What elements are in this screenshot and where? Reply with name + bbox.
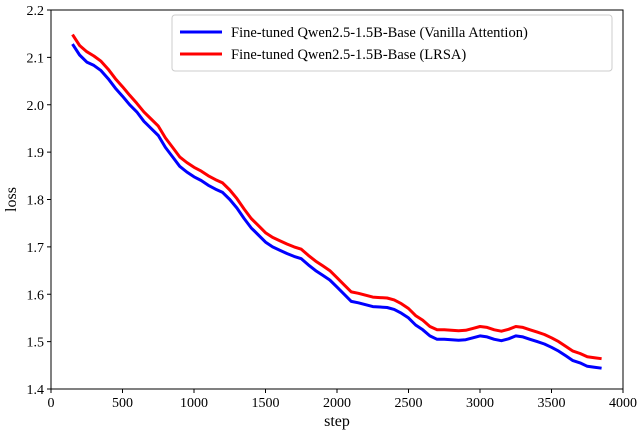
series-line-0 xyxy=(71,43,602,370)
y-tick-label: 1.4 xyxy=(27,383,45,398)
x-tick-label: 1000 xyxy=(180,396,208,411)
x-tick-label: 500 xyxy=(112,396,133,411)
x-tick-label: 3500 xyxy=(538,396,566,411)
x-tick-label: 1500 xyxy=(252,396,280,411)
ticks-layer: 0 500 1000 1500 2000 2500 3000 3500 4000 1.4 1.5 1.… xyxy=(27,4,638,411)
y-tick-label: 2.2 xyxy=(27,4,45,19)
legend-label-vanilla: Fine-tuned Qwen2.5-1.5B-Base (Vanilla At… xyxy=(231,25,528,41)
y-tick-label: 2.1 xyxy=(27,51,45,66)
legend-box xyxy=(171,14,613,72)
x-tick-label: 2500 xyxy=(395,396,423,411)
x-tick-label: 2000 xyxy=(323,396,351,411)
y-tick-label: 1.5 xyxy=(27,336,45,351)
legend-label-lrsa: Fine-tuned Qwen2.5-1.5B-Base (LRSA) xyxy=(231,47,466,63)
legend: Fine-tuned Qwen2.5-1.5B-Base (Vanilla At… xyxy=(171,14,613,72)
x-axis-label: step xyxy=(324,413,350,430)
y-tick-label: 2.0 xyxy=(27,99,45,114)
y-tick-label: 1.8 xyxy=(27,194,45,209)
x-tick-label: 4000 xyxy=(609,396,637,411)
series-layer xyxy=(71,33,602,370)
y-tick-label: 1.6 xyxy=(27,288,45,303)
y-axis-label: loss xyxy=(3,187,20,212)
series-line-1 xyxy=(71,33,602,361)
x-tick-label: 0 xyxy=(48,396,55,411)
y-tick-label: 1.9 xyxy=(27,146,45,161)
x-tick-label: 3000 xyxy=(466,396,494,411)
y-tick-label: 1.7 xyxy=(27,241,45,256)
